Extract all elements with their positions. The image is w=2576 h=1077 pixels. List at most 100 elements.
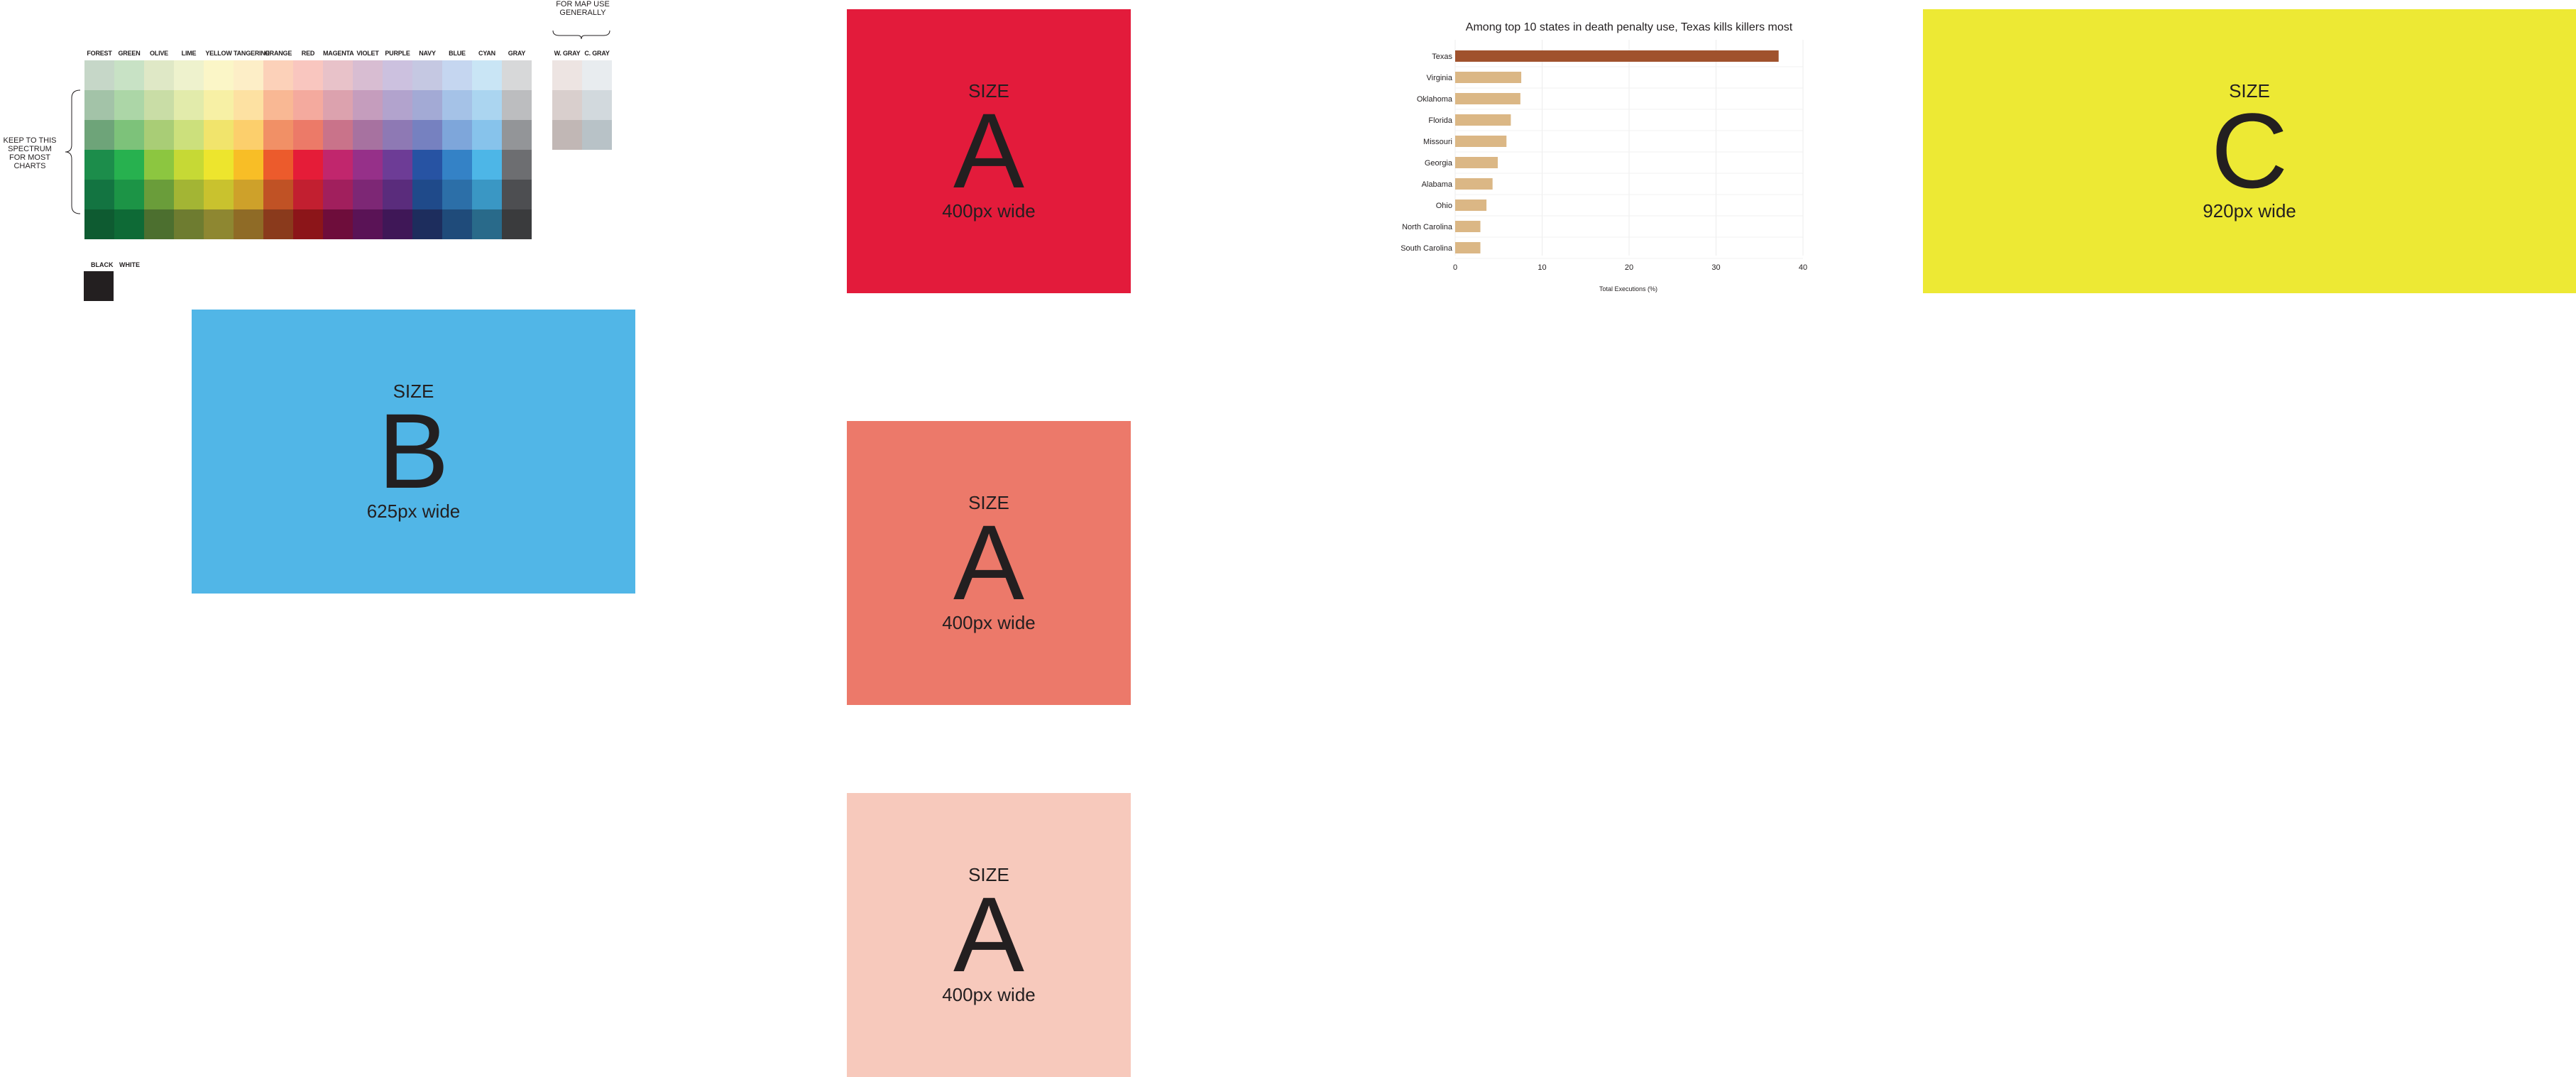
category-label: Georgia (1425, 159, 1453, 168)
palette-swatch (323, 90, 353, 120)
map-swatch (552, 120, 582, 150)
palette-swatch (502, 180, 532, 209)
palette-swatch (204, 60, 234, 90)
map-swatch (582, 60, 612, 90)
palette-column-label: CYAN (478, 50, 495, 57)
chart-bars (1455, 50, 1779, 253)
palette-column-label: OLIVE (149, 50, 168, 57)
palette-swatch (442, 120, 472, 150)
palette-swatch (502, 60, 532, 90)
palette-column-label: RED (301, 50, 315, 57)
palette-column-label: MAGENTA (323, 50, 354, 57)
palette-swatch (502, 209, 532, 239)
bar-missouri (1455, 136, 1507, 147)
palette-swatch (412, 180, 442, 209)
palette-swatch (472, 180, 502, 209)
map-swatch (552, 90, 582, 120)
palette-swatch (204, 150, 234, 180)
palette-swatch (84, 209, 114, 239)
palette-swatch (412, 209, 442, 239)
size-word: SIZE (968, 80, 1009, 102)
executions-bar-chart: Among top 10 states in death penalty use… (1401, 21, 1807, 293)
palette-swatch (383, 209, 412, 239)
palette-swatch (204, 90, 234, 120)
size-c-card: SIZE C 920px wide (1923, 9, 2576, 293)
size-word: SIZE (393, 381, 434, 402)
palette-swatch (323, 150, 353, 180)
palette-swatch (234, 209, 263, 239)
palette-swatch (174, 180, 204, 209)
map-brace (552, 30, 610, 40)
x-tick-label: 40 (1799, 263, 1807, 272)
palette-swatch (114, 209, 144, 239)
bar-oklahoma (1455, 93, 1520, 104)
palette-swatch (263, 60, 293, 90)
bar-ohio (1455, 199, 1487, 211)
size-word: SIZE (2229, 80, 2270, 102)
map-use-note: FOR MAP USE GENERALLY (556, 0, 610, 17)
palette-swatch (293, 150, 323, 180)
palette-swatch (412, 90, 442, 120)
palette-column-label: GRAY (508, 50, 526, 57)
palette-column-label: VIOLET (356, 50, 379, 57)
palette-swatch (472, 60, 502, 90)
size-letter: A (953, 91, 1025, 210)
palette-swatch (472, 150, 502, 180)
palette-swatch (353, 90, 383, 120)
palette-swatch (442, 60, 472, 90)
x-tick-label: 10 (1538, 263, 1546, 272)
size-letter: B (378, 391, 449, 510)
palette-swatch (502, 120, 532, 150)
palette-swatch (144, 209, 174, 239)
palette-swatch (204, 120, 234, 150)
palette-column-label: LIME (181, 50, 197, 57)
spectrum-note: KEEP TO THIS SPECTRUM FOR MOST CHARTS (3, 136, 57, 170)
palette-swatch (174, 60, 204, 90)
size-b-card: SIZE B 625px wide (192, 310, 635, 594)
palette-swatch (204, 180, 234, 209)
palette-swatch (412, 120, 442, 150)
palette-swatch (114, 180, 144, 209)
size-a-card-salmon: SIZE A 400px wide (847, 421, 1131, 705)
palette-swatch (323, 180, 353, 209)
map-swatch (552, 60, 582, 90)
palette-swatch (353, 209, 383, 239)
bar-texas (1455, 50, 1779, 62)
palette-swatch (144, 180, 174, 209)
palette-swatch (323, 209, 353, 239)
palette-swatch (442, 150, 472, 180)
map-swatch (582, 90, 612, 120)
palette-swatch (144, 120, 174, 150)
spectrum-brace (65, 89, 81, 214)
size-width-text: 400px wide (942, 984, 1036, 1005)
map-column-label: C. GRAY (584, 50, 610, 57)
category-label: Florida (1428, 116, 1453, 125)
category-label: Alabama (1422, 180, 1453, 189)
category-label: South Carolina (1401, 244, 1453, 253)
size-width-text: 400px wide (942, 612, 1036, 633)
white-label: WHITE (119, 261, 140, 268)
chart-category-labels: Texas Virginia Oklahoma Florida Missouri Geor… (1401, 53, 1453, 253)
palette-swatch (263, 150, 293, 180)
category-label: North Carolina (1402, 223, 1453, 231)
palette-swatch (442, 209, 472, 239)
palette-swatch (502, 90, 532, 120)
palette-swatch (293, 209, 323, 239)
palette-swatch (263, 120, 293, 150)
palette-swatch (114, 150, 144, 180)
bar-georgia (1455, 157, 1498, 168)
size-letter: A (953, 503, 1025, 622)
category-label: Virginia (1427, 74, 1453, 82)
palette-swatch (174, 90, 204, 120)
palette-swatch (502, 150, 532, 180)
palette-swatch (353, 120, 383, 150)
palette-swatch (323, 60, 353, 90)
map-column-label: W. GRAY (554, 50, 581, 57)
category-label: Oklahoma (1417, 95, 1453, 104)
bar-north-carolina (1455, 221, 1481, 232)
x-tick-label: 0 (1453, 263, 1457, 272)
palette-swatch (293, 90, 323, 120)
size-a-card-pink: SIZE A 400px wide (847, 793, 1131, 1077)
palette-swatch (472, 209, 502, 239)
palette-swatch (263, 90, 293, 120)
